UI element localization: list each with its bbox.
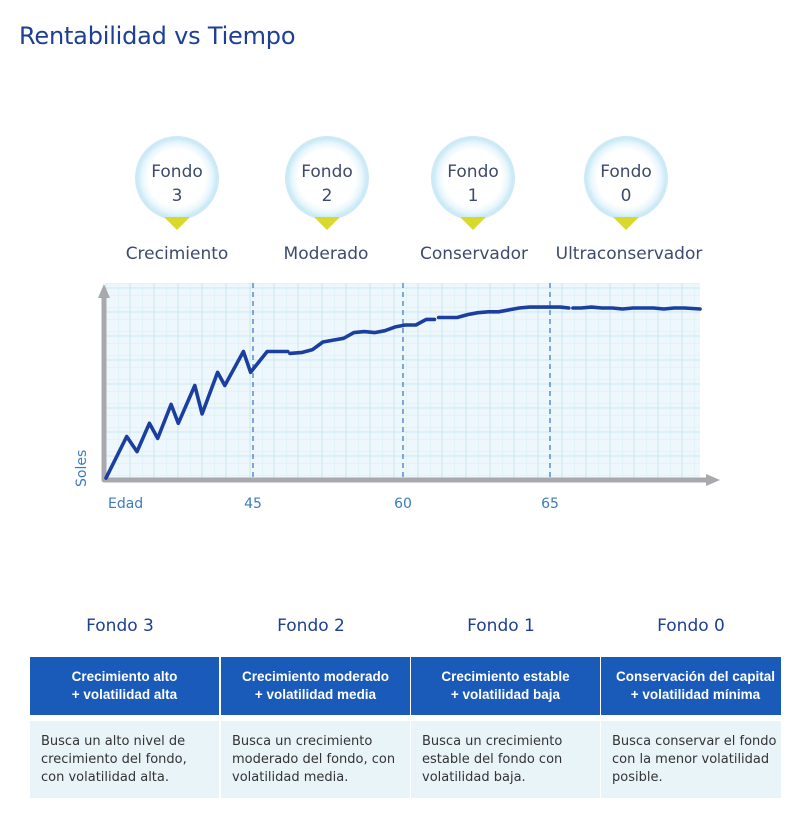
series-line-fondo-0	[571, 305, 702, 311]
fondo-1-marker: Fondo 1 Conservador	[420, 136, 528, 264]
series-layer	[104, 305, 702, 480]
marker-pointer	[314, 217, 340, 230]
band-line-2: + volatilidad alta	[71, 687, 178, 702]
chart-grid-major	[105, 283, 700, 481]
column-band: Crecimiento estable + volatilidad baja	[411, 657, 600, 715]
column-description: Busca conservar el fondo con la menor vo…	[601, 721, 781, 798]
description-line: con la menor volatilidad	[612, 752, 770, 767]
phase-markers: Fondo 3 Crecimiento Fondo 2 Moderado Fondo 1 Con…	[126, 136, 703, 264]
description-line: Busca conservar el fondo	[612, 734, 777, 749]
fondo-0-column: Fondo 0 Conservación del capital + volat…	[601, 610, 781, 800]
marker-pointer	[613, 217, 639, 230]
description-line: con volatilidad alta.	[41, 770, 170, 785]
rentabilidad-chart: Fondo 3 Crecimiento Fondo 2 Moderado Fondo 1 Con…	[74, 136, 720, 512]
x-tick-label: 45	[244, 496, 262, 512]
description-line: crecimiento del fondo,	[41, 752, 187, 767]
phase-label: Moderado	[284, 244, 369, 264]
description-line: posible.	[612, 770, 663, 785]
x-tick-label: 60	[394, 496, 412, 512]
description-line: volatilidad baja.	[422, 770, 526, 785]
description-line: Busca un crecimiento	[232, 734, 373, 749]
fondo-3-column: Fondo 3 Crecimiento alto + volatilidad a…	[30, 610, 219, 800]
column-description: Busca un crecimiento moderado del fondo,…	[221, 721, 410, 798]
series-line-fondo-1	[436, 305, 571, 320]
description-line: estable del fondo con	[422, 752, 563, 767]
band-line-2: + volatilidad mínima	[630, 687, 761, 702]
marker-fondo-number: 1	[468, 186, 479, 206]
phase-label: Conservador	[420, 244, 528, 264]
y-axis-label: Soles	[74, 450, 90, 487]
description-line: Busca un alto nivel de	[41, 734, 186, 749]
marker-bubble	[585, 137, 667, 219]
fondo-1-column: Fondo 1 Crecimiento estable + volatilida…	[411, 610, 600, 800]
description-line: volatilidad media.	[232, 770, 349, 785]
series-line-fondo-2	[288, 317, 437, 356]
column-band: Conservación del capital + volatilidad m…	[601, 657, 781, 715]
band-line-1: Crecimiento alto	[71, 669, 178, 684]
fondos-table: Fondo 3 Crecimiento alto + volatilidad a…	[30, 610, 781, 800]
phase-label: Ultraconservador	[556, 244, 703, 264]
fondo-2-column: Fondo 2 Crecimiento moderado + volatilid…	[221, 610, 410, 800]
marker-fondo-number: 0	[621, 186, 632, 206]
column-band: Crecimiento alto + volatilidad alta	[30, 657, 219, 715]
page-title: Rentabilidad vs Tiempo	[19, 22, 296, 50]
marker-fondo-number: 3	[172, 186, 183, 206]
chart-grid	[106, 283, 700, 480]
band-line-1: Conservación del capital	[615, 669, 776, 684]
marker-fondo-label: Fondo	[301, 162, 353, 182]
column-band: Crecimiento moderado + volatilidad media	[221, 657, 410, 715]
marker-pointer	[460, 217, 486, 230]
chart-axes	[98, 284, 720, 486]
marker-fondo-number: 2	[322, 186, 333, 206]
marker-bubble	[286, 137, 368, 219]
series-line-fondo-3	[104, 349, 290, 480]
marker-fondo-label: Fondo	[447, 162, 499, 182]
column-header: Fondo 1	[467, 616, 535, 636]
band-line-1: Crecimiento moderado	[241, 669, 390, 684]
fondo-3-marker: Fondo 3 Crecimiento	[126, 136, 229, 264]
phase-dividers	[252, 283, 551, 480]
column-description: Busca un alto nivel de crecimiento del f…	[30, 721, 219, 798]
x-tick-label: 65	[541, 496, 559, 512]
fondo-0-marker: Fondo 0 Ultraconservador	[556, 136, 703, 264]
band-line-2: + volatilidad baja	[450, 687, 561, 702]
band-line-1: Crecimiento estable	[441, 669, 570, 684]
fondo-2-marker: Fondo 2 Moderado	[284, 136, 369, 264]
x-axis-ticks: 45 60 65	[244, 496, 559, 512]
column-header: Fondo 0	[657, 616, 725, 636]
marker-fondo-label: Fondo	[600, 162, 652, 182]
description-line: Busca un crecimiento	[422, 734, 563, 749]
marker-bubble	[136, 137, 218, 219]
column-header: Fondo 2	[277, 616, 345, 636]
marker-bubble	[432, 137, 514, 219]
column-description: Busca un crecimiento estable del fondo c…	[411, 721, 600, 798]
marker-pointer	[164, 217, 190, 230]
column-header: Fondo 3	[86, 616, 154, 636]
phase-label: Crecimiento	[126, 244, 229, 264]
marker-fondo-label: Fondo	[151, 162, 203, 182]
description-line: moderado del fondo, con	[232, 752, 396, 767]
band-line-2: + volatilidad media	[254, 687, 377, 702]
x-axis-label: Edad	[108, 496, 143, 512]
